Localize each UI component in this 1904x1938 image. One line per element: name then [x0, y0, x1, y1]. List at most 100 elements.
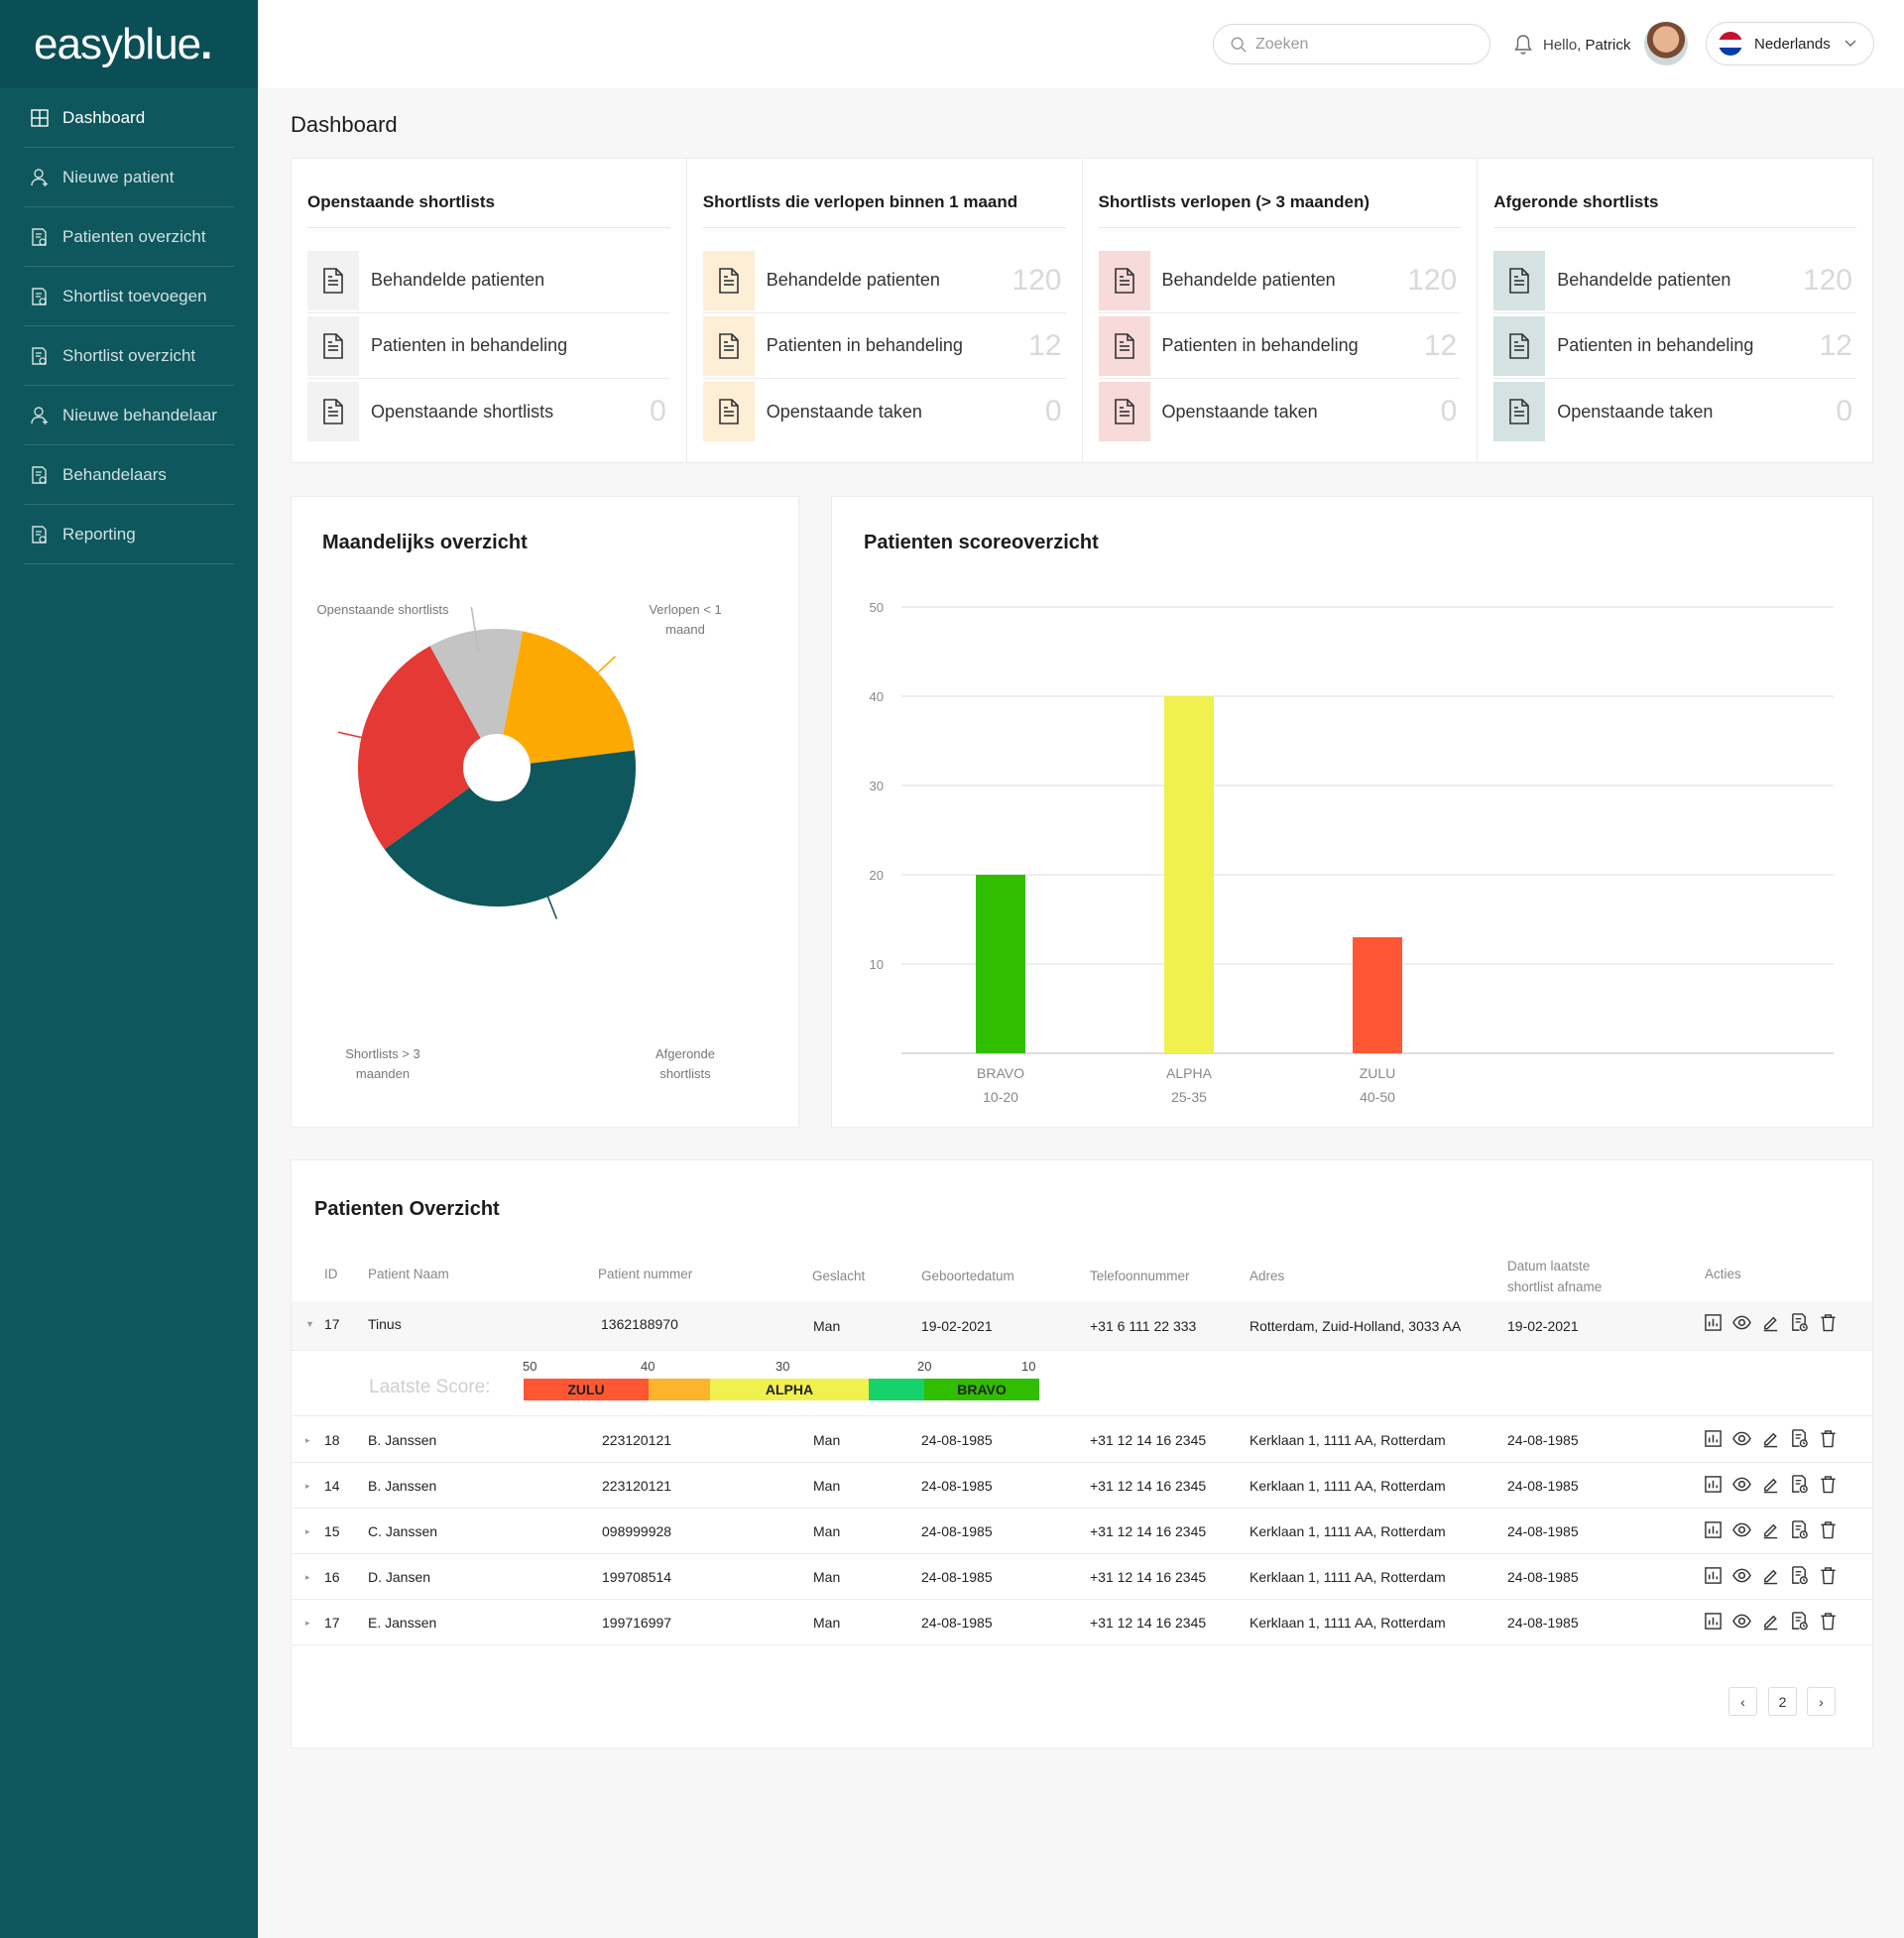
pie-slice[interactable] — [384, 750, 636, 907]
sidebar-item-nieuwe-behandelaar[interactable]: Nieuwe behandelaar — [24, 386, 234, 445]
stat-row[interactable]: Openstaande taken 0 — [1493, 379, 1856, 444]
bell-icon[interactable] — [1513, 34, 1533, 56]
sidebar-item-behandelaars[interactable]: Behandelaars — [24, 445, 234, 505]
col-last-shortlist[interactable]: Datum laatste shortlist afname — [1507, 1256, 1602, 1297]
search-box[interactable] — [1213, 24, 1490, 64]
stat-row[interactable]: Openstaande taken 0 — [702, 379, 1066, 444]
col-address[interactable]: Adres — [1250, 1269, 1285, 1283]
bar[interactable] — [976, 875, 1025, 1053]
edit-icon[interactable] — [1761, 1313, 1780, 1332]
sidebar-item-shortlist-overzicht[interactable]: Shortlist overzicht — [24, 326, 234, 386]
stat-value: 0 — [1440, 395, 1458, 427]
stat-row[interactable]: Patienten in behandeling 12 — [1098, 313, 1462, 379]
eye-icon[interactable] — [1732, 1566, 1751, 1585]
table-row[interactable]: ▸ 18 B. Janssen 223120121 Man 24-08-1985 +31 1… — [292, 1417, 1872, 1463]
pie-slice[interactable] — [429, 629, 524, 739]
stat-row[interactable]: Behandelde patienten 120 — [1098, 248, 1462, 313]
table-row[interactable]: ▸ 14 B. Janssen 223120121 Man 24-08-1985 +31 1… — [292, 1463, 1872, 1509]
eye-icon[interactable] — [1732, 1313, 1751, 1332]
expand-caret-icon[interactable]: ▸ — [305, 1481, 310, 1491]
eye-icon[interactable] — [1732, 1612, 1751, 1631]
collapse-caret-icon[interactable]: ▼ — [305, 1319, 314, 1329]
avatar[interactable] — [1644, 22, 1688, 65]
col-birth[interactable]: Geboortedatum — [921, 1269, 1014, 1283]
sidebar-item-dashboard[interactable]: Dashboard — [24, 88, 234, 148]
edit-icon[interactable] — [1761, 1520, 1780, 1539]
chart-icon[interactable] — [1704, 1520, 1723, 1539]
stat-row[interactable]: Patienten in behandeling — [307, 313, 670, 379]
shortlist-icon[interactable] — [1790, 1313, 1809, 1332]
table-row[interactable]: ▸ 16 D. Jansen 199708514 Man 24-08-1985 +31 12… — [292, 1554, 1872, 1600]
table-row[interactable]: ▸ 17 E. Janssen 199716997 Man 24-08-1985 +31 1… — [292, 1600, 1872, 1645]
col-phone[interactable]: Telefoonnummer — [1090, 1269, 1190, 1283]
expand-caret-icon[interactable]: ▸ — [305, 1572, 310, 1582]
sidebar-item-reporting[interactable]: Reporting — [24, 505, 234, 564]
row-last: 24-08-1985 — [1507, 1569, 1579, 1585]
chart-icon[interactable] — [1704, 1566, 1723, 1585]
row-phone: +31 12 14 16 2345 — [1090, 1478, 1207, 1494]
shortlist-icon[interactable] — [1790, 1566, 1809, 1585]
search-input[interactable] — [1255, 35, 1474, 54]
table-row-expanded[interactable]: ▼ 17 Tinus 1362188970 Man 19-02-2021 +31… — [292, 1301, 1872, 1351]
trash-icon[interactable] — [1819, 1313, 1838, 1332]
stat-row[interactable]: Openstaande taken 0 — [1098, 379, 1462, 444]
row-phone: +31 6 111 22 333 — [1090, 1318, 1197, 1334]
eye-icon[interactable] — [1732, 1429, 1751, 1448]
sidebar-item-shortlist-toevoegen[interactable]: Shortlist toevoegen — [24, 267, 234, 326]
shortlist-icon[interactable] — [1790, 1475, 1809, 1494]
col-id[interactable]: ID — [324, 1267, 338, 1281]
expand-caret-icon[interactable]: ▸ — [305, 1618, 310, 1628]
score-overview-title: Patienten scoreoverzicht — [864, 532, 1099, 553]
col-name[interactable]: Patient Naam — [368, 1267, 449, 1281]
expand-caret-icon[interactable]: ▸ — [305, 1526, 310, 1536]
shortlist-icon[interactable] — [1790, 1612, 1809, 1631]
edit-icon[interactable] — [1761, 1429, 1780, 1448]
trash-icon[interactable] — [1819, 1612, 1838, 1631]
edit-icon[interactable] — [1761, 1612, 1780, 1631]
row-birth: 24-08-1985 — [921, 1569, 993, 1585]
bar[interactable] — [1353, 937, 1402, 1053]
sidebar-item-nieuwe-patient[interactable]: Nieuwe patient — [24, 148, 234, 207]
sidebar-item-label: Behandelaars — [62, 464, 167, 484]
document-icon — [702, 250, 755, 310]
table-row[interactable]: ▸ 15 C. Janssen 098999928 Man 24-08-1985 +31 1… — [292, 1509, 1872, 1554]
sidebar-item-patienten-overzicht[interactable]: Patienten overzicht — [24, 207, 234, 267]
language-select[interactable]: Nederlands — [1706, 22, 1874, 65]
expand-caret-icon[interactable]: ▸ — [305, 1435, 310, 1445]
logo[interactable]: easyblue. — [0, 0, 258, 88]
chart-icon[interactable] — [1704, 1475, 1723, 1494]
eye-icon[interactable] — [1732, 1520, 1751, 1539]
pie-leader-line — [337, 731, 384, 744]
pie-slice[interactable] — [358, 646, 481, 850]
stat-row[interactable]: Behandelde patienten 120 — [1493, 248, 1856, 313]
pagination-prev-button[interactable]: ‹ — [1728, 1687, 1757, 1716]
pagination-page-button[interactable]: 2 — [1768, 1687, 1797, 1716]
pie-slice[interactable] — [503, 631, 635, 764]
trash-icon[interactable] — [1819, 1429, 1838, 1448]
edit-icon[interactable] — [1761, 1566, 1780, 1585]
edit-icon[interactable] — [1761, 1475, 1780, 1494]
stat-row[interactable]: Behandelde patienten — [307, 248, 670, 313]
col-gender[interactable]: Geslacht — [812, 1269, 866, 1283]
stat-row[interactable]: Behandelde patienten 120 — [702, 248, 1066, 313]
trash-icon[interactable] — [1819, 1475, 1838, 1494]
chart-icon[interactable] — [1704, 1612, 1723, 1631]
chart-icon[interactable] — [1704, 1429, 1723, 1448]
shortlist-icon[interactable] — [1790, 1429, 1809, 1448]
stat-row[interactable]: Patienten in behandeling 12 — [702, 313, 1066, 379]
shortlist-icon[interactable] — [1790, 1520, 1809, 1539]
stat-value: 0 — [1836, 395, 1852, 427]
col-number[interactable]: Patient nummer — [598, 1267, 693, 1281]
eye-icon[interactable] — [1732, 1475, 1751, 1494]
logo-text: easyblue — [34, 19, 201, 68]
pagination-next-button[interactable]: › — [1807, 1687, 1836, 1716]
bar[interactable] — [1164, 696, 1214, 1053]
stat-card-title: Shortlists die verlopen binnen 1 maand — [702, 184, 1066, 228]
row-birth: 19-02-2021 — [921, 1318, 993, 1334]
stat-row[interactable]: Openstaande shortlists 0 — [307, 379, 670, 444]
stat-row[interactable]: Patienten in behandeling 12 — [1493, 313, 1856, 379]
chart-icon[interactable] — [1704, 1313, 1723, 1332]
trash-icon[interactable] — [1819, 1520, 1838, 1539]
trash-icon[interactable] — [1819, 1566, 1838, 1585]
monthly-overview-title: Maandelijks overzicht — [322, 532, 528, 553]
